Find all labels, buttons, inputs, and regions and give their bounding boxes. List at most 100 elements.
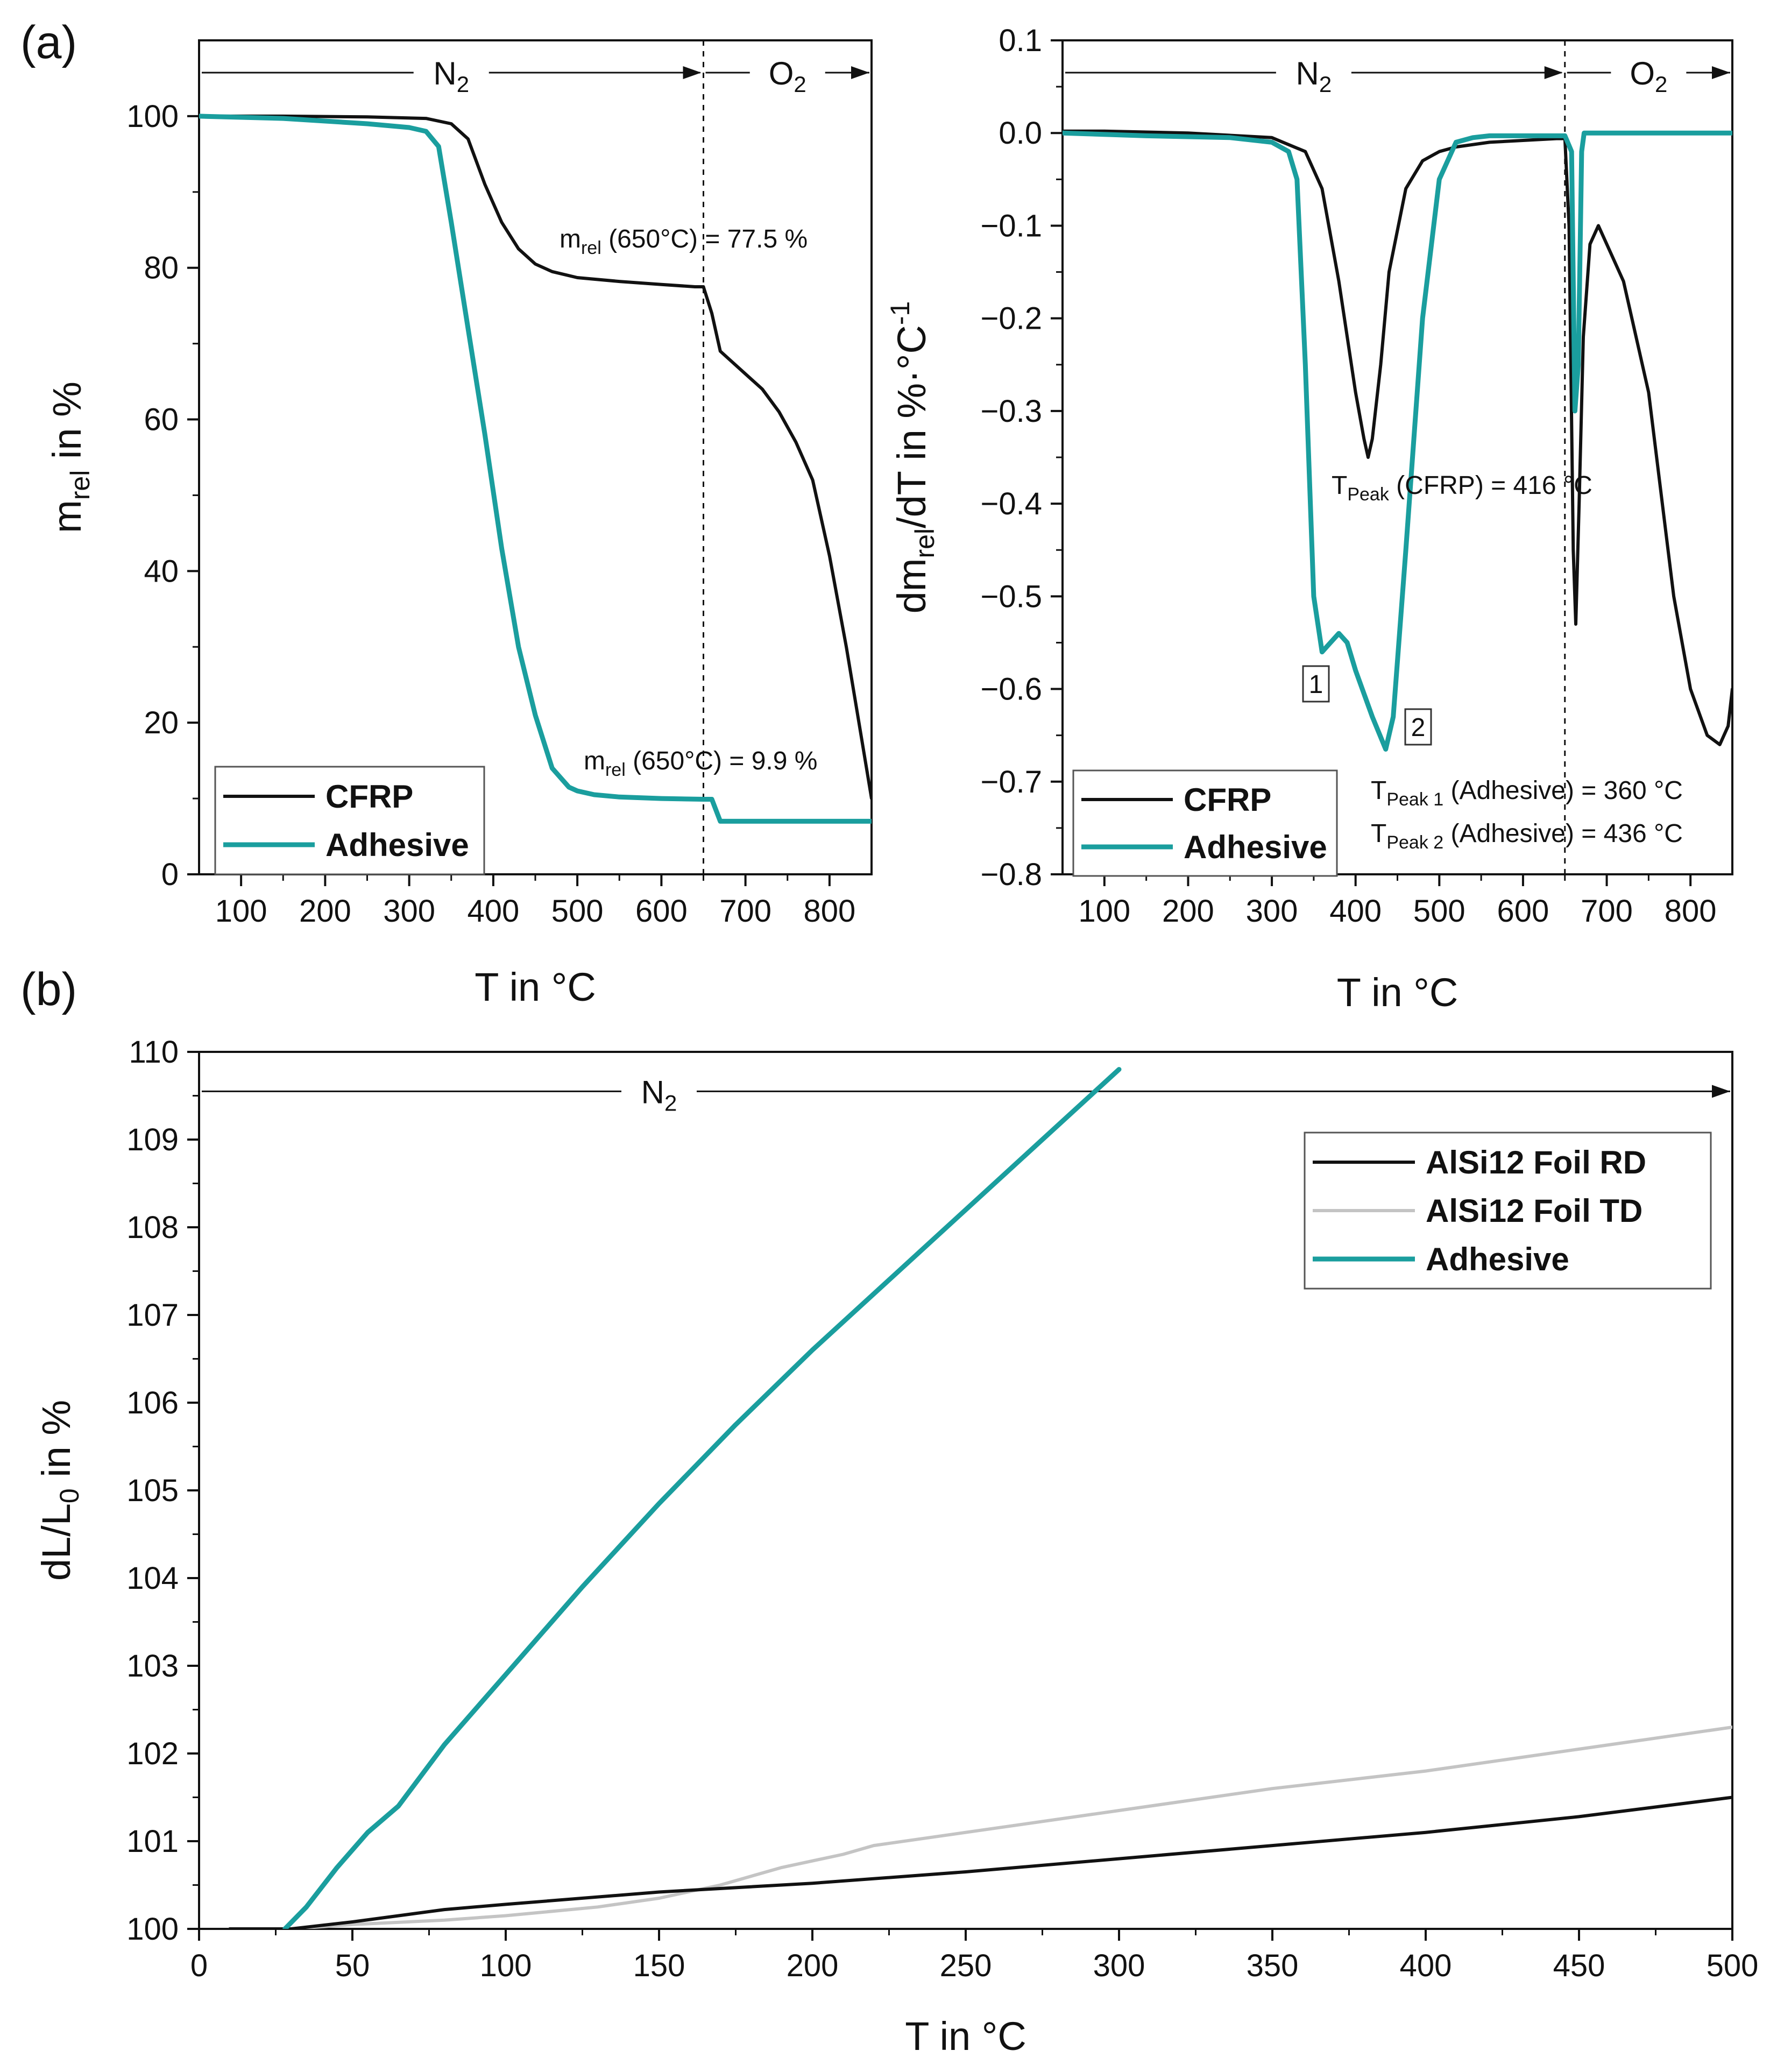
x-axis-label: T in °C — [475, 965, 596, 1009]
atmosphere-label: O2 — [769, 55, 806, 97]
arrow-head — [1712, 66, 1730, 79]
legend-label-adhesive: Adhesive — [1184, 829, 1327, 865]
x-tick-label: 700 — [719, 894, 771, 929]
legend-label-alsi12-foil-td: AlSi12 Foil TD — [1426, 1193, 1642, 1229]
x-tick-label: 100 — [1078, 894, 1130, 929]
panel-label-a: (a) — [20, 17, 77, 68]
peak-label-1: 1 — [1309, 670, 1323, 699]
y-tick-label: 100 — [126, 99, 179, 134]
y-tick-label: 103 — [126, 1649, 179, 1684]
series-cfrp-line — [1063, 129, 1732, 746]
series-adhesive-line — [1063, 130, 1732, 752]
x-tick-label: 300 — [1246, 894, 1298, 929]
peak-label-2: 2 — [1411, 713, 1426, 742]
y-tick-label: −0.1 — [981, 208, 1043, 243]
series-cfrp-line — [199, 114, 872, 801]
series-adhesive-line — [199, 114, 872, 824]
x-tick-label: 700 — [1581, 894, 1633, 929]
x-tick-label: 100 — [480, 1948, 532, 1983]
y-tick-label: 40 — [144, 554, 179, 589]
annotation-cfrp-residue: mrel (650°C) = 77.5 % — [560, 225, 808, 258]
dilatometry-chart: 0 50 100 150 200 250 300 350 400 450 500 100 101 102 1… — [34, 1035, 1758, 2059]
x-tick-label: 250 — [940, 1948, 992, 1983]
atmosphere-label: N2 — [641, 1074, 677, 1115]
x-tick-label: 800 — [1665, 894, 1717, 929]
y-tick-label: 0 — [161, 857, 179, 892]
x-tick-label: 300 — [383, 894, 435, 929]
legend-label-cfrp: CFRP — [325, 779, 413, 815]
x-tick-label: 350 — [1247, 1948, 1299, 1983]
dtg-chart: 100 200 300 400 500 600 700 800 0.1 0.0 −0.1 −0.2 −0… — [885, 23, 1733, 1015]
y-tick-label: −0.3 — [981, 394, 1043, 429]
x-tick-label: 800 — [803, 894, 855, 929]
x-tick-label: 400 — [467, 894, 519, 929]
atmosphere-label: N2 — [433, 55, 469, 97]
y-tick-label: 104 — [126, 1561, 179, 1596]
y-tick-label: 105 — [126, 1473, 179, 1508]
y-tick-label: 100 — [126, 1912, 179, 1947]
y-tick-label: −0.6 — [981, 672, 1043, 707]
annotation-cfrp-peak: TPeak (CFRP) = 416 °C — [1332, 471, 1592, 505]
x-tick-label: 500 — [1707, 1948, 1759, 1983]
y-tick-label: −0.7 — [981, 765, 1043, 800]
y-tick-label: 60 — [144, 402, 179, 437]
y-axis-label: dL/L0 in % — [34, 1400, 84, 1581]
y-tick-label: 107 — [126, 1298, 179, 1333]
y-tick-label: −0.2 — [981, 301, 1043, 336]
y-tick-label: 108 — [126, 1210, 179, 1245]
x-tick-label: 50 — [335, 1948, 370, 1983]
atmosphere-label: O2 — [1630, 55, 1667, 97]
x-tick-label: 200 — [299, 894, 351, 929]
y-tick-label: 110 — [129, 1035, 179, 1070]
x-tick-label: 400 — [1329, 894, 1382, 929]
y-tick-label: −0.4 — [981, 486, 1043, 521]
y-tick-label: 101 — [126, 1824, 179, 1859]
legend-label-alsi12-foil-rd: AlSi12 Foil RD — [1426, 1144, 1646, 1180]
y-axis-label: mrel in % — [45, 381, 95, 533]
x-tick-label: 600 — [1497, 894, 1549, 929]
x-tick-label: 300 — [1093, 1948, 1145, 1983]
legend-box — [1072, 769, 1338, 877]
annotation-adhesive-residue: mrel (650°C) = 9.9 % — [584, 747, 817, 780]
x-axis-label: T in °C — [1337, 970, 1459, 1015]
y-tick-label: 0.1 — [999, 23, 1042, 58]
y-tick-label: 80 — [144, 251, 179, 286]
annotation-adhesive-peak-2: TPeak 2 (Adhesive) = 436 °C — [1371, 819, 1683, 853]
x-tick-label: 150 — [633, 1948, 685, 1983]
arrow-head — [1712, 1085, 1730, 1098]
y-tick-label: 109 — [126, 1122, 179, 1157]
y-tick-label: −0.5 — [981, 579, 1043, 614]
series-alsi12-foil-td-line — [228, 1726, 1732, 1929]
arrow-head — [683, 66, 702, 79]
y-tick-label: 0.0 — [999, 116, 1042, 151]
x-tick-label: 500 — [1413, 894, 1465, 929]
y-tick-label: 106 — [126, 1385, 179, 1420]
x-tick-label: 100 — [215, 894, 267, 929]
x-tick-label: 200 — [1162, 894, 1214, 929]
series-alsi12-foil-rd-line — [228, 1795, 1732, 1929]
legend-label-cfrp: CFRP — [1184, 782, 1271, 818]
x-tick-label: 0 — [190, 1948, 208, 1983]
x-tick-label: 450 — [1553, 1948, 1605, 1983]
x-tick-label: 400 — [1400, 1948, 1452, 1983]
peak-label-2-box — [1404, 708, 1432, 746]
y-tick-label: 102 — [126, 1736, 179, 1771]
legend-label-adhesive: Adhesive — [1426, 1241, 1569, 1277]
x-tick-label: 200 — [787, 1948, 839, 1983]
legend-label-adhesive: Adhesive — [325, 827, 469, 863]
atmosphere-label: N2 — [1296, 55, 1332, 97]
x-tick-label: 600 — [635, 894, 688, 929]
series-adhesive-line — [282, 1067, 1122, 1929]
arrow-head — [1544, 66, 1563, 79]
arrow-head — [851, 66, 869, 79]
annotation-adhesive-peak-1: TPeak 1 (Adhesive) = 360 °C — [1371, 776, 1683, 810]
peak-label-1-box — [1302, 665, 1330, 703]
y-tick-label: −0.8 — [981, 857, 1043, 892]
x-tick-label: 500 — [551, 894, 604, 929]
y-tick-label: 20 — [144, 705, 179, 740]
panel-label-b: (b) — [20, 964, 77, 1015]
y-axis-label: dmrel/dT in %·°C-1 — [885, 301, 940, 614]
legend-box — [214, 766, 485, 875]
x-axis-label: T in °C — [905, 2014, 1026, 2059]
